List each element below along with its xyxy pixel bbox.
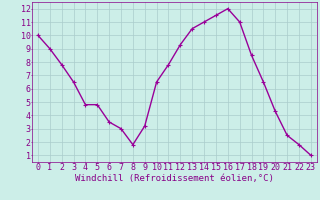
X-axis label: Windchill (Refroidissement éolien,°C): Windchill (Refroidissement éolien,°C) bbox=[75, 174, 274, 183]
